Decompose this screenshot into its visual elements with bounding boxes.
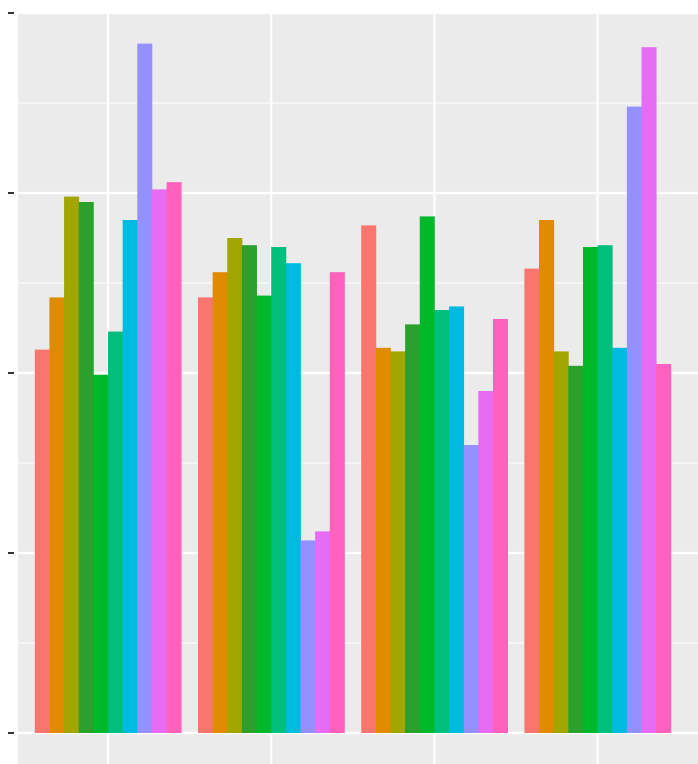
bar xyxy=(78,202,94,733)
bar xyxy=(449,306,465,733)
bar xyxy=(241,245,257,733)
bar xyxy=(361,225,377,733)
bar xyxy=(271,247,287,733)
bar xyxy=(641,47,657,733)
bar xyxy=(434,310,450,733)
bar xyxy=(166,182,182,733)
bar xyxy=(463,445,479,733)
bar xyxy=(151,189,167,733)
bar xyxy=(227,238,243,733)
bar xyxy=(64,196,80,734)
bar xyxy=(49,297,65,733)
bar xyxy=(553,351,569,733)
bar xyxy=(198,297,214,733)
bar xyxy=(315,531,331,733)
bars xyxy=(34,43,672,734)
bar xyxy=(329,272,345,733)
bar xyxy=(626,106,642,734)
bar xyxy=(524,268,540,733)
bar xyxy=(122,220,138,733)
bar xyxy=(34,349,50,733)
bar xyxy=(212,272,228,733)
bar xyxy=(405,324,421,733)
bar xyxy=(612,347,628,733)
bar xyxy=(419,216,435,733)
bar xyxy=(597,245,613,733)
bar xyxy=(568,365,584,733)
bar xyxy=(256,295,272,733)
bar xyxy=(390,351,406,733)
bar xyxy=(582,247,598,733)
bar xyxy=(300,540,316,733)
bar xyxy=(93,374,109,733)
bar xyxy=(478,391,494,733)
bar xyxy=(285,263,301,733)
bar xyxy=(492,319,508,733)
bar xyxy=(539,220,555,733)
bar xyxy=(375,347,391,733)
bar xyxy=(137,43,153,734)
bar xyxy=(108,331,124,733)
bar xyxy=(656,364,672,733)
axis-ticks xyxy=(8,12,14,734)
